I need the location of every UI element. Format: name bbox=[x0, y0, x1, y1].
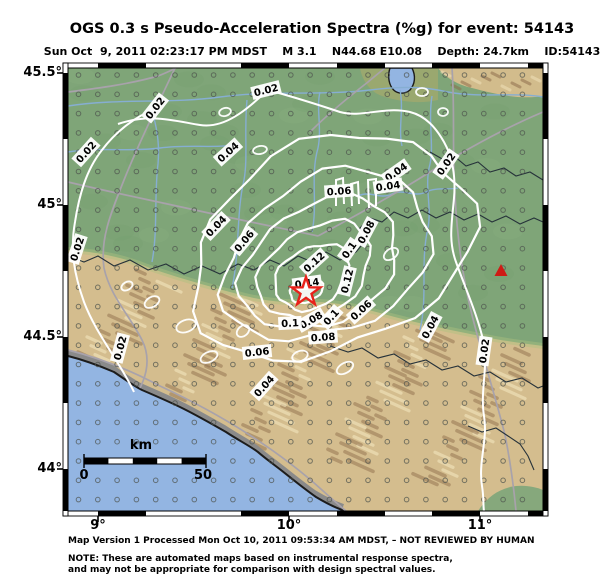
coastline bbox=[67, 355, 346, 512]
scale-bar bbox=[83, 454, 207, 468]
note-line-2: and may not be appropriate for compariso… bbox=[68, 565, 436, 575]
event-subtitle: Sun Oct 9, 2011 02:23:17 PM MDST M 3.1 N… bbox=[43, 45, 601, 58]
svg-text:0.06: 0.06 bbox=[244, 346, 270, 360]
contour-label: 0.06 bbox=[323, 183, 355, 199]
note-line-1: NOTE: These are automated maps based on … bbox=[68, 554, 453, 564]
ligurian-sea bbox=[68, 356, 345, 511]
grid-point-circles bbox=[75, 72, 526, 503]
station-triangle-icon bbox=[494, 264, 508, 276]
svg-text:0.02: 0.02 bbox=[478, 338, 492, 364]
scalebar-end-label: 50 bbox=[193, 468, 213, 483]
lake-garda bbox=[387, 67, 416, 94]
map-frame bbox=[57, 62, 549, 522]
lat-tick-44.5: 44.5° bbox=[23, 329, 62, 344]
lat-tick-45.5: 45.5° bbox=[23, 65, 62, 80]
lat-tick-44: 44° bbox=[37, 461, 62, 476]
lon-tick-9: 9° bbox=[90, 518, 106, 533]
water-layer bbox=[65, 67, 416, 512]
svg-text:0.04: 0.04 bbox=[375, 180, 401, 194]
mountain-band bbox=[68, 250, 543, 511]
lon-tick-10: 10° bbox=[276, 518, 302, 533]
contour-label: 0.1 bbox=[277, 315, 303, 331]
svg-text:0.08: 0.08 bbox=[310, 332, 335, 345]
scalebar-unit-label: km bbox=[129, 438, 153, 453]
lon-tick-11: 11° bbox=[467, 518, 493, 533]
contour-label: 0.02 bbox=[475, 335, 493, 367]
scalebar-start-label: 0 bbox=[79, 468, 89, 483]
epicenter-star-icon bbox=[288, 273, 324, 308]
svg-text:0.06: 0.06 bbox=[326, 186, 351, 199]
lat-tick-45: 45° bbox=[37, 197, 62, 212]
contour-label: 0.04 bbox=[372, 177, 404, 195]
page-title: OGS 0.3 s Pseudo-Acceleration Spectra (%… bbox=[69, 21, 575, 37]
map-version-line: Map Version 1 Processed Mon Oct 10, 2011… bbox=[68, 536, 535, 546]
contour-label: 0.06 bbox=[241, 344, 273, 360]
contour-label: 0.08 bbox=[307, 329, 339, 345]
svg-text:0.1: 0.1 bbox=[281, 318, 299, 330]
